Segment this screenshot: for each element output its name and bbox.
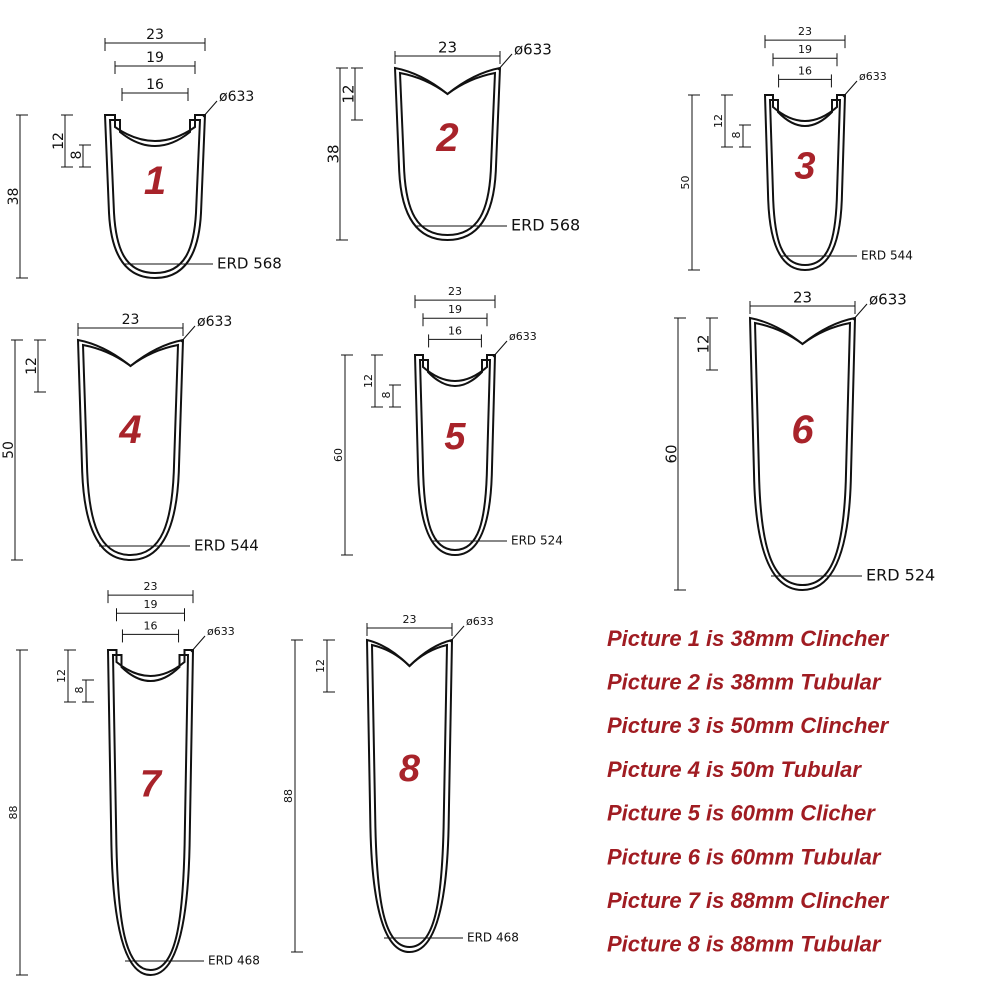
depth-label: 88 [7,806,20,820]
rim-inner-wall [108,119,202,275]
depth-label: 60 [663,444,681,463]
diameter-label: ø633 [466,615,494,628]
leader [842,80,858,98]
inner-width-label: 19 [798,43,812,56]
erd-label: ERD 524 [866,566,935,585]
hook-depth-label: 12 [362,374,375,388]
width-label: 23 [438,39,457,57]
hook-depth-label: 12 [51,132,67,150]
rim-outline [103,114,207,280]
profile-number: 4 [118,408,141,452]
width-label: 23 [146,27,164,43]
diameter-label: ø633 [509,330,537,343]
caption: Picture 4 is 50m Tubular [607,757,862,782]
depth-label: 88 [282,789,295,803]
bed-width-label: 16 [146,77,164,93]
bed-depth-label: 8 [69,151,85,160]
inner-width-label: 19 [144,598,158,611]
hook-depth-label: 12 [712,114,725,128]
rim-outline [413,354,497,557]
bed-width-label: 16 [448,324,462,337]
caption: Picture 6 is 60mm Tubular [607,844,882,869]
bed-depth-label: 8 [73,687,86,694]
diameter-label: ø633 [207,625,235,638]
diameter-label: ø633 [219,89,254,105]
bed-depth-label: 8 [730,132,743,139]
diameter-label: ø633 [197,314,232,330]
caption: Picture 1 is 38mm Clincher [607,626,890,651]
leader [180,325,196,343]
hook-depth-label: 12 [314,659,327,673]
profile-number: 5 [444,416,466,458]
rim-inner-wall [418,359,492,552]
leader [492,340,508,358]
diameter-label: ø633 [514,41,552,59]
erd-label: ERD 544 [194,537,259,555]
width-label: 23 [144,580,158,593]
depth-label: 38 [325,144,343,163]
diameter-label: ø633 [859,70,887,83]
width-label: 23 [448,285,462,298]
leader [449,625,465,643]
erd-label: ERD 568 [217,255,282,273]
hook-depth-label: 12 [24,357,40,375]
leader [497,53,513,71]
hook-depth-label: 12 [695,334,713,353]
rim-inner-wall [81,343,180,557]
profile-number: 8 [399,748,421,790]
rim-outline [748,316,857,592]
erd-label: ERD 468 [467,931,519,945]
hook-depth-label: 12 [340,84,358,103]
rim-inner-wall [398,71,497,237]
bed-width-label: 16 [144,619,158,632]
profile-number: 7 [140,764,163,806]
profile-number: 2 [435,116,458,160]
caption: Picture 3 is 50mm Clincher [607,713,890,738]
caption: Picture 2 is 38mm Tubular [607,670,882,695]
inner-width-label: 19 [146,50,164,66]
hook-depth-label: 12 [55,669,68,683]
width-label: 23 [122,312,140,328]
width-label: 23 [403,613,417,626]
rim-outline [106,649,195,977]
rim-inner-wall [370,643,449,949]
diameter-label: ø633 [869,291,907,309]
erd-label: ERD 544 [861,249,913,263]
width-label: 23 [793,289,812,307]
leader [202,100,218,118]
profile-number: 1 [144,159,166,203]
erd-label: ERD 568 [511,216,580,235]
rim-outline [365,638,454,954]
inner-width-label: 19 [448,303,462,316]
caption: Picture 5 is 60mm Clicher [607,801,876,826]
depth-label: 50 [679,176,692,190]
erd-label: ERD 524 [511,534,563,548]
depth-label: 38 [6,188,22,206]
bed-width-label: 16 [798,64,812,77]
rim-outline [763,94,847,272]
leader [852,303,868,321]
rim-inner-wall [753,321,852,587]
rim-inner-wall [111,654,190,972]
width-label: 23 [798,25,812,38]
erd-label: ERD 468 [208,954,260,968]
depth-label: 60 [332,448,345,462]
caption: Picture 8 is 88mm Tubular [607,932,882,957]
profile-number: 6 [791,408,814,452]
bed-depth-label: 8 [380,392,393,399]
leader [190,635,206,653]
depth-label: 50 [1,441,17,459]
caption: Picture 7 is 88mm Clincher [607,888,890,913]
profile-number: 3 [794,146,815,188]
rim-inner-wall [768,99,842,267]
